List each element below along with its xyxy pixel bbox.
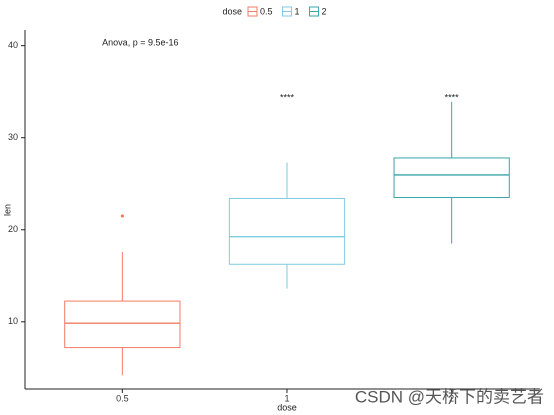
legend-label: 0.5	[260, 6, 273, 16]
y-tick-label: 10	[8, 316, 18, 326]
y-tick-label: 20	[8, 224, 18, 234]
box	[228, 197, 346, 265]
legend-label: 2	[322, 6, 327, 16]
annotation: ****	[445, 92, 460, 102]
legend-title: dose	[222, 6, 242, 16]
box	[393, 157, 510, 199]
x-tick-label: 2	[449, 393, 454, 403]
box	[64, 300, 181, 349]
annotation: ****	[280, 92, 295, 102]
legend-label: 1	[295, 6, 300, 16]
x-axis-label: dose	[277, 402, 297, 412]
outlier	[120, 214, 124, 218]
x-tick-label: 0.5	[116, 393, 129, 403]
y-axis-label: len	[2, 204, 12, 216]
y-tick-label: 30	[8, 132, 18, 142]
annotation: Anova, p = 9.5e-16	[102, 37, 178, 47]
y-tick-label: 40	[8, 40, 18, 50]
watermark: CSDN @天桥下的卖艺者	[355, 387, 544, 406]
x-tick-label: 1	[284, 393, 289, 403]
